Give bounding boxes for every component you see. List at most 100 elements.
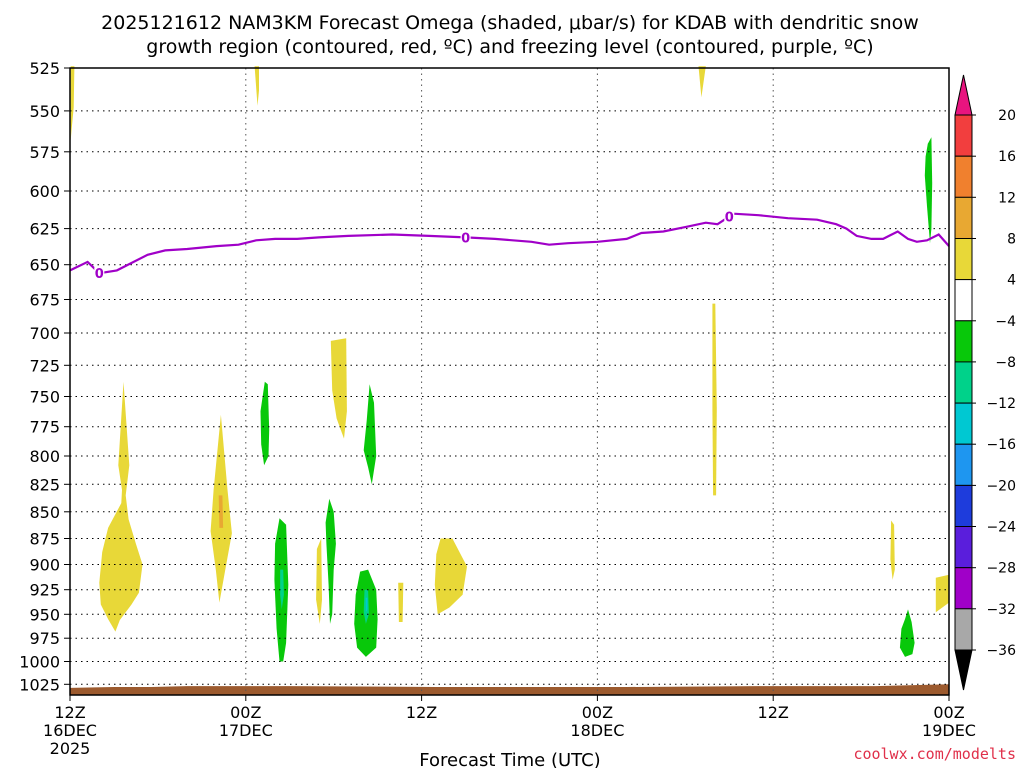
omega-region-11 (890, 520, 895, 580)
colorbar-swatch-0 (954, 114, 973, 157)
omega-colorbar: 20 16 12 8 4 −4 −8 −12 −16 −20 −24 −28 −32 −36 (954, 74, 1016, 691)
colorbar-swatch-6 (954, 361, 973, 404)
chart-title-line-2: growth region (contoured, red, ºC) and f… (146, 36, 873, 58)
colorbar-swatch-9 (954, 484, 973, 528)
pressure-axis-ticks: 525 550 575 600 625 650 675 700 725 750 775 800 825 8… (19, 59, 70, 694)
pressure-tick-label-950: 950 (29, 605, 60, 624)
omega-region-2 (698, 66, 706, 98)
time-tick-label-2: 12Z (406, 703, 437, 722)
ground-surface (70, 684, 949, 695)
pressure-tick-label-925: 925 (29, 581, 60, 600)
freezing-label-bg-0 (94, 267, 105, 280)
time-tick-label-5: 00Z (933, 703, 964, 722)
colorbar-bottom-arrow (954, 649, 973, 691)
colorbar-label-1: 16 (998, 149, 1016, 165)
pressure-tick-label-825: 825 (29, 475, 60, 494)
omega-region-3 (99, 381, 143, 632)
colorbar-swatch-7 (954, 402, 973, 445)
time-tick-date-3: 18DEC (570, 721, 624, 740)
pressure-tick-label-675: 675 (29, 291, 60, 310)
time-tick-date-5: 19DEC (922, 721, 976, 740)
colorbar-swatch-1 (954, 155, 973, 198)
colorbar-swatch-8 (954, 443, 973, 486)
omega-region-20 (365, 597, 368, 613)
omega-region-10 (712, 303, 717, 496)
colorbar-swatch-2 (954, 196, 973, 240)
freezing-level-contour: 0 0 0 (69, 210, 950, 282)
pressure-gridlines (70, 67, 949, 685)
omega-shaded-regions (70, 66, 949, 662)
pressure-tick-label-650: 650 (29, 256, 60, 275)
omega-region-8 (398, 582, 404, 622)
omega-region-16 (325, 498, 336, 624)
pressure-tick-label-700: 700 (29, 324, 60, 343)
plot-frame (69, 67, 950, 696)
omega-region-12 (935, 574, 949, 613)
pressure-tick-label-775: 775 (29, 418, 60, 437)
colorbar-swatch-12 (954, 608, 973, 651)
colorbar-label-11: −28 (986, 561, 1016, 577)
omega-region-15 (280, 569, 284, 610)
pressure-tick-label-525: 525 (29, 59, 60, 78)
time-tick-date-1: 17DEC (219, 721, 273, 740)
omega-region-1 (254, 66, 259, 106)
pressure-tick-label-900: 900 (29, 556, 60, 575)
pressure-tick-label-975: 975 (29, 629, 60, 648)
colorbar-label-8: −16 (986, 437, 1016, 453)
plot-area: 0 0 0 (69, 66, 950, 696)
time-tick-label-0: 12Z (54, 703, 85, 722)
freezing-label-bg-1 (460, 231, 471, 244)
time-tick-label-3: 00Z (582, 703, 613, 722)
pressure-tick-label-850: 850 (29, 503, 60, 522)
colorbar-label-7: −12 (986, 396, 1016, 412)
pressure-tick-label-1000: 1000 (19, 653, 60, 672)
freezing-level-line (69, 212, 950, 275)
omega-region-17 (363, 384, 377, 485)
time-tick-label-4: 12Z (758, 703, 789, 722)
ground-layer (70, 684, 949, 695)
colorbar-swatch-11 (954, 567, 973, 610)
colorbar-swatch-4 (954, 279, 973, 322)
freezing-contour-label-2: 0 (725, 211, 734, 226)
colorbar-label-9: −20 (986, 478, 1016, 494)
freezing-label-bg-2 (724, 210, 735, 223)
pressure-tick-label-550: 550 (29, 102, 60, 121)
freezing-contour-label-0: 0 (95, 267, 104, 282)
colorbar-swatch-5 (954, 320, 973, 363)
omega-region-13 (260, 381, 270, 466)
time-tick-label-1: 00Z (230, 703, 261, 722)
colorbar-label-4: 4 (1007, 273, 1016, 289)
colorbar-label-13: −36 (986, 643, 1016, 659)
time-tick-year-0: 2025 (50, 739, 91, 758)
omega-region-6 (330, 338, 347, 439)
omega-region-0 (70, 66, 75, 141)
omega-region-5 (218, 495, 224, 528)
colorbar-swatch-10 (954, 526, 973, 569)
pressure-tick-label-1025: 1025 (19, 675, 60, 694)
plot-background (70, 68, 949, 695)
colorbar-label-0: 20 (998, 108, 1016, 124)
pressure-tick-label-600: 600 (29, 182, 60, 201)
omega-region-9 (434, 538, 467, 615)
pressure-tick-label-875: 875 (29, 530, 60, 549)
pressure-tick-label-625: 625 (29, 220, 60, 239)
colorbar-label-5: −4 (995, 314, 1016, 330)
colorbar-top-arrow (954, 74, 973, 116)
time-gridlines (245, 68, 774, 695)
omega-region-7 (316, 538, 322, 624)
colorbar-label-3: 8 (1007, 232, 1016, 248)
omega-region-21 (924, 137, 933, 244)
chart-title-line-1: 2025121612 NAM3KM Forecast Omega (shaded… (101, 12, 919, 34)
pressure-tick-label-800: 800 (29, 447, 60, 466)
colorbar-label-2: 12 (998, 190, 1016, 206)
x-axis-label: Forecast Time (UTC) (419, 750, 600, 768)
colorbar-label-12: −32 (986, 602, 1016, 618)
freezing-contour-label-1: 0 (461, 231, 470, 246)
colorbar-label-6: −8 (995, 355, 1016, 371)
credit-text: coolwx.com/modelts (853, 745, 1016, 763)
time-tick-date-0: 16DEC (43, 721, 97, 740)
colorbar-swatch-3 (954, 238, 973, 281)
pressure-tick-label-750: 750 (29, 388, 60, 407)
